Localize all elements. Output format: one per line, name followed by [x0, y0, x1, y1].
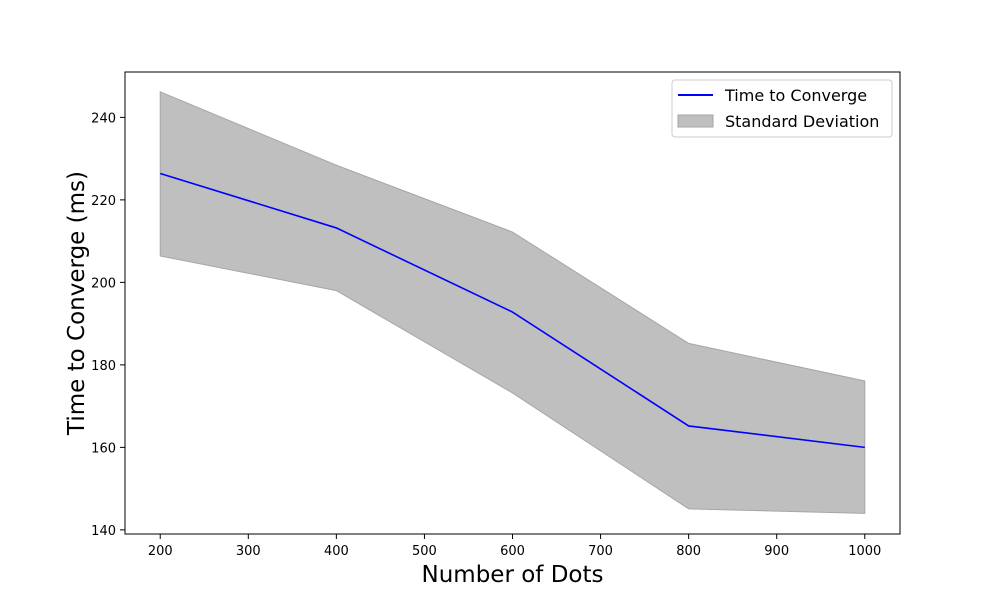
x-tick-label: 900: [764, 544, 789, 559]
legend-box: [671, 79, 893, 138]
y-tick-label: 180: [91, 359, 116, 374]
x-tick-label: 300: [236, 544, 261, 559]
legend-item-time-to-converge: Time to Converge: [724, 86, 867, 105]
x-tick-label: 200: [148, 544, 173, 559]
y-axis-label: Time to Converge (ms): [64, 171, 90, 436]
legend-item-standard-deviation: Standard Deviation: [725, 112, 879, 131]
x-tick-label: 800: [676, 544, 701, 559]
x-tick-label: 500: [412, 544, 437, 559]
y-tick-label: 220: [91, 194, 116, 209]
x-tick-label: 700: [588, 544, 613, 559]
time-to-converge-line: [159, 172, 865, 449]
y-tick-label: 140: [91, 524, 116, 539]
x-tick-label: 1000: [848, 544, 881, 559]
std-dev-band: [159, 91, 866, 514]
legend: Time to Converge Standard Deviation: [671, 79, 893, 138]
y-tick-label: 160: [91, 441, 116, 456]
x-tick-label: 600: [500, 544, 525, 559]
y-axis-ticks: 140 160 180 200 220 240: [91, 111, 125, 539]
legend-band-swatch: [677, 114, 714, 128]
y-tick-label: 200: [91, 276, 116, 291]
y-tick-label: 240: [91, 111, 116, 126]
x-axis-label: Number of Dots: [422, 562, 604, 588]
x-tick-label: 400: [324, 544, 349, 559]
plot-area: [159, 91, 866, 514]
x-axis-ticks: 200 300 400 500 600 700 800 900 1000: [148, 534, 881, 559]
